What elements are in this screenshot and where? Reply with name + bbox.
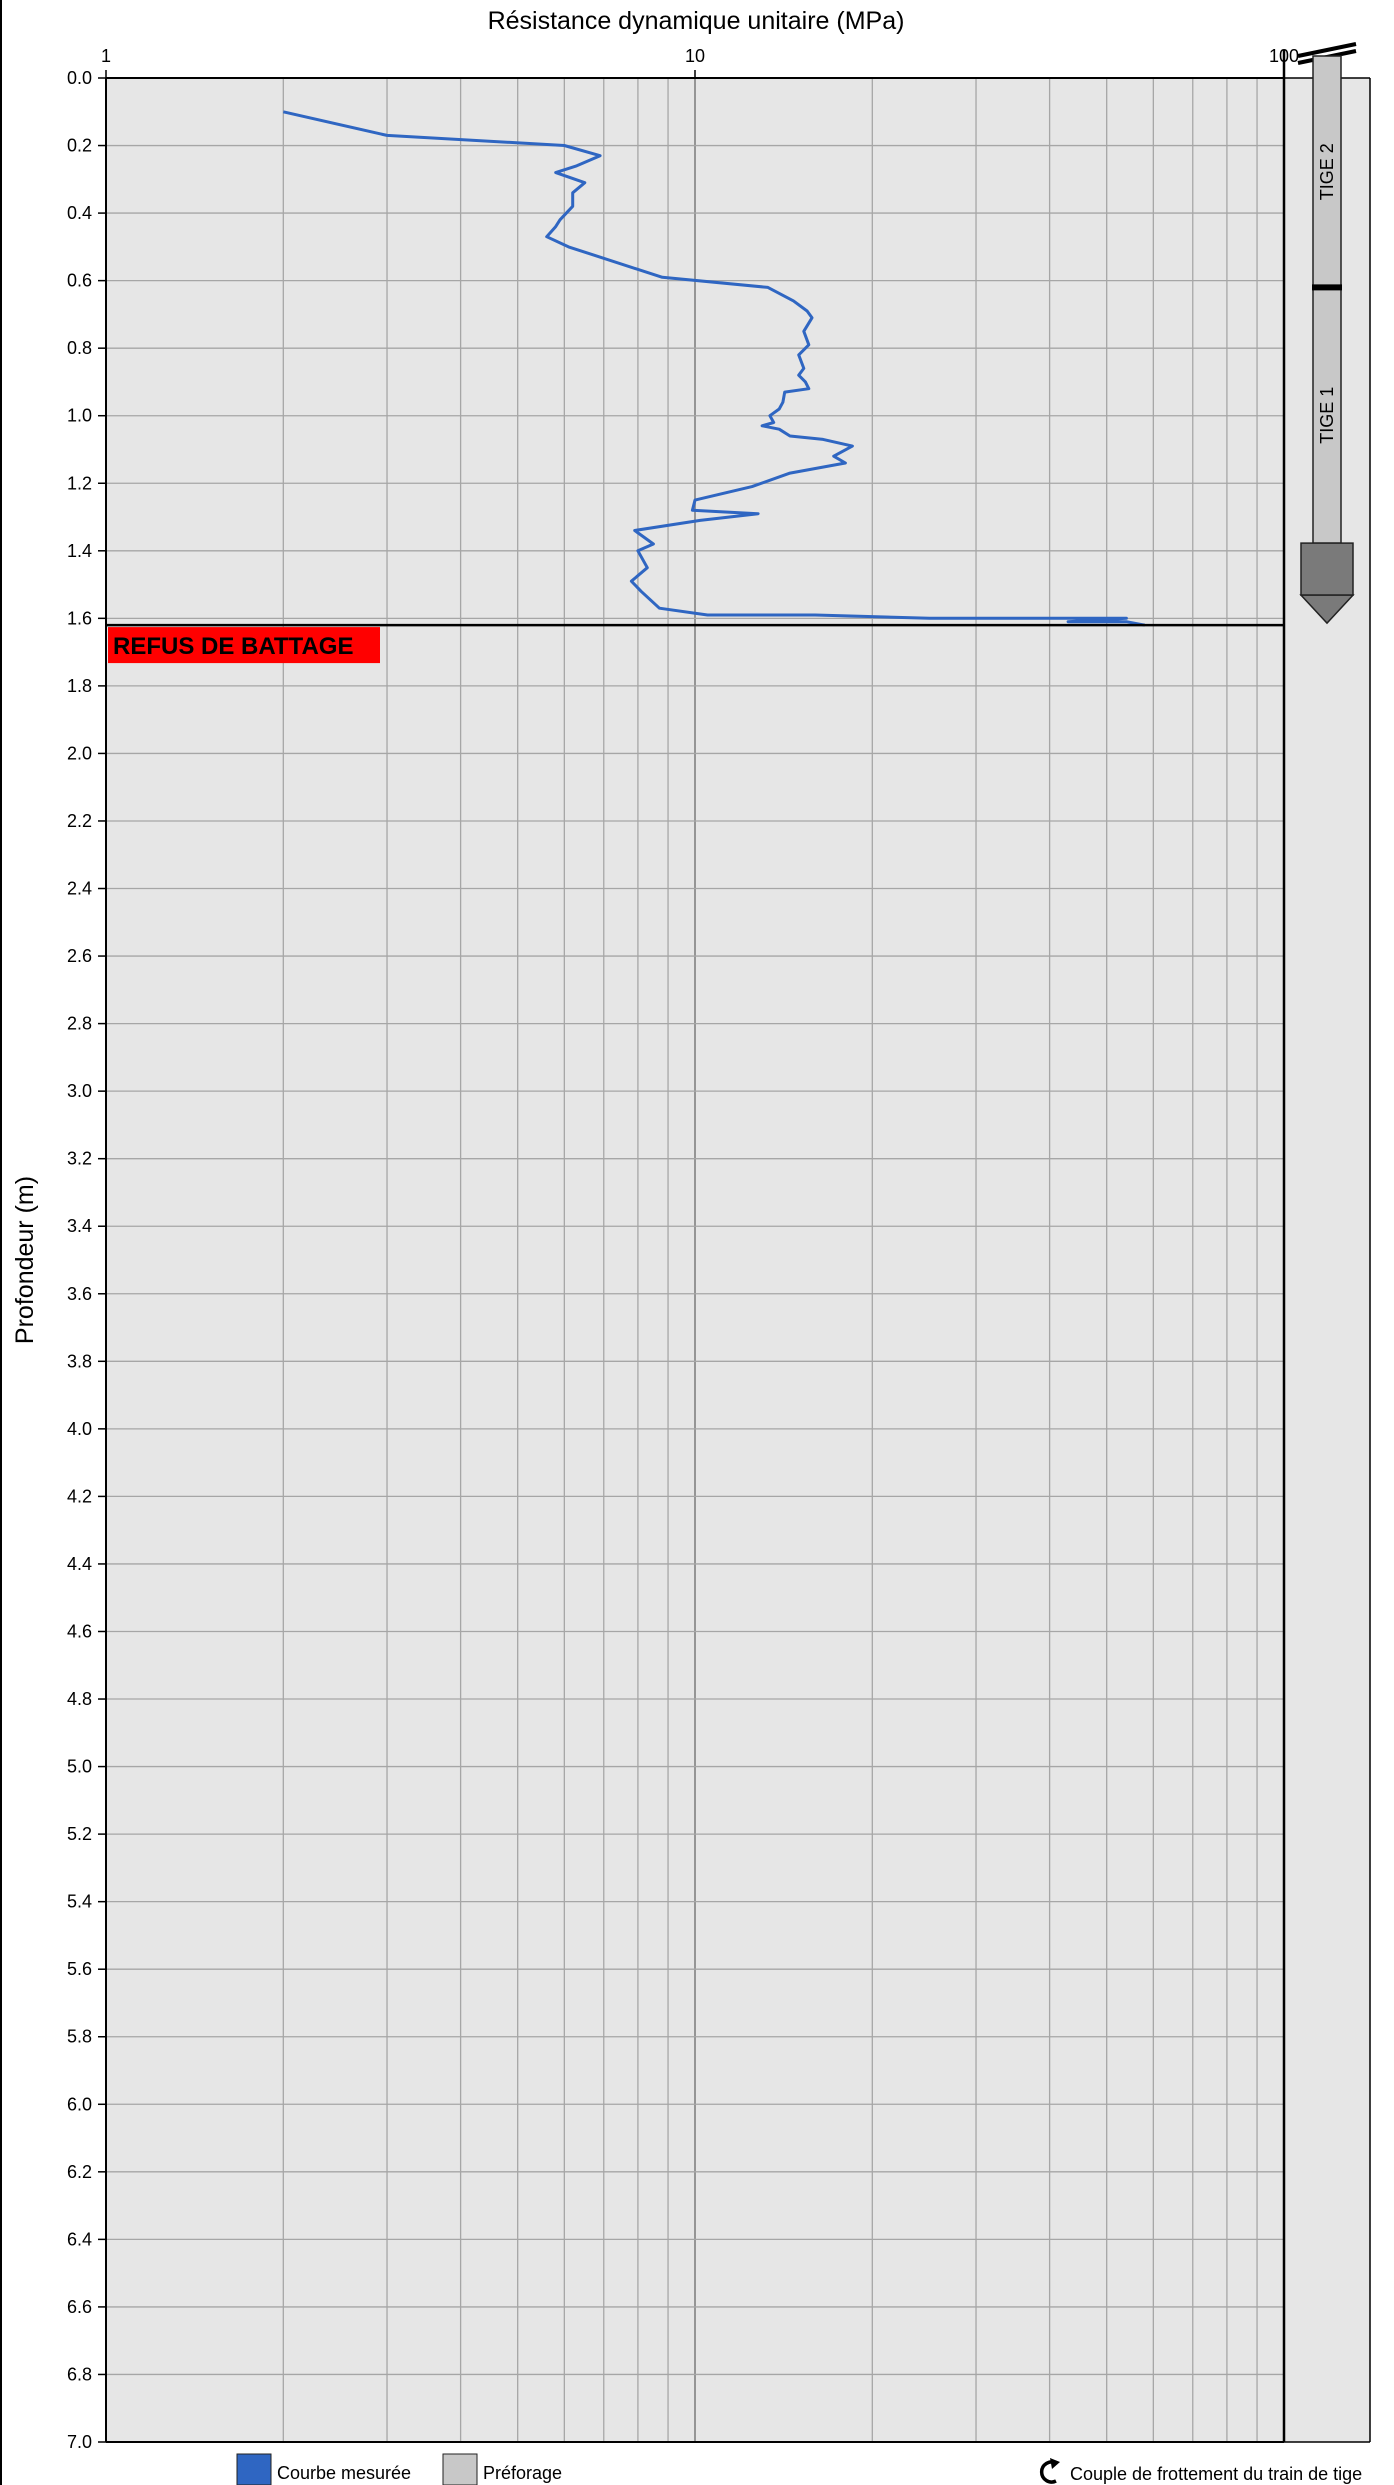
legend-label-courbe-mesuree: Courbe mesurée <box>277 2463 411 2483</box>
y-tick-label: 0.6 <box>67 271 92 291</box>
y-tick-label: 2.0 <box>67 743 92 763</box>
series-line-courbe-mesuree <box>282 110 1145 627</box>
refusal-label-box <box>108 627 380 664</box>
rod-string: TIGE 2 TIGE 1 <box>1297 42 1357 625</box>
y-tick-label: 4.4 <box>67 1554 92 1574</box>
rod-top-break-mark <box>1297 42 1357 58</box>
y-tick-label: 4.6 <box>67 1621 92 1641</box>
y-tick-label: 5.8 <box>67 2027 92 2047</box>
y-tick-label: 2.6 <box>67 946 92 966</box>
y-axis-title: Profondeur (m) <box>11 1176 39 1344</box>
refusal-label-text: REFUS DE BATTAGE <box>113 633 353 660</box>
rotation-arrow-head <box>1050 2458 1060 2469</box>
legend: Courbe mesurée Préforage Couple de frott… <box>236 2453 1362 2485</box>
y-tick-label: 3.6 <box>67 1284 92 1304</box>
y-tick-label: 2.2 <box>67 811 92 831</box>
y-tick-label: 2.8 <box>67 1014 92 1034</box>
y-tick-label: 1.6 <box>67 608 92 628</box>
y-tick-label: 7.0 <box>67 2432 92 2452</box>
y-tick-label: 6.4 <box>67 2229 92 2249</box>
y-tick-label: 5.6 <box>67 1959 92 1979</box>
rod-tige-1 <box>1312 286 1342 544</box>
chart-title: Résistance dynamique unitaire (MPa) <box>488 7 905 35</box>
y-tick-label: 0.0 <box>67 68 92 88</box>
y-tick-label: 3.0 <box>67 1081 92 1101</box>
rod-label-tige-2: TIGE 2 <box>1317 143 1337 200</box>
y-tick-label: 3.4 <box>67 1216 92 1236</box>
rod-joint <box>1312 284 1342 291</box>
rod-driving-head <box>1300 542 1354 596</box>
legend-swatch-preforage <box>442 2453 478 2485</box>
plot-frame <box>105 50 1371 2443</box>
y-tick-label: 6.2 <box>67 2162 92 2182</box>
x-axis-ticks: 110100 <box>101 46 1299 78</box>
y-tick-label: 5.4 <box>67 1892 92 1912</box>
y-axis-ticks: 0.0 0.2 0.4 0.6 0.8 1.0 1.2 1.4 1.6 1.8 2.0 2.2 2.4 2… <box>67 68 106 2452</box>
y-tick-label: 5.2 <box>67 1824 92 1844</box>
y-tick-label: 1.4 <box>67 541 92 561</box>
rod-tige-2 <box>1312 55 1342 289</box>
y-tick-label: 3.2 <box>67 1149 92 1169</box>
refusal-label: REFUS DE BATTAGE <box>108 627 380 664</box>
rod-label-tige-1: TIGE 1 <box>1317 387 1337 444</box>
x-tick-label: 1 <box>101 46 111 66</box>
y-tick-label: 6.8 <box>67 2364 92 2384</box>
grid-lines <box>106 77 1284 2443</box>
y-tick-label: 4.0 <box>67 1419 92 1439</box>
legend-swatch-courbe-mesuree <box>236 2453 272 2485</box>
y-tick-label: 4.2 <box>67 1486 92 1506</box>
y-tick-label: 0.2 <box>67 136 92 156</box>
y-tick-label: 2.4 <box>67 879 92 899</box>
y-tick-label: 1.8 <box>67 676 92 696</box>
y-tick-label: 0.4 <box>67 203 92 223</box>
y-tick-label: 3.8 <box>67 1351 92 1371</box>
y-tick-label: 5.0 <box>67 1757 92 1777</box>
y-tick-label: 0.8 <box>67 338 92 358</box>
x-tick-label: 10 <box>685 46 705 66</box>
y-tick-label: 4.8 <box>67 1689 92 1709</box>
rod-cone-tip <box>1299 594 1355 625</box>
y-tick-label: 6.6 <box>67 2297 92 2317</box>
y-tick-label: 1.2 <box>67 473 92 493</box>
y-tick-label: 1.0 <box>67 406 92 426</box>
legend-label-preforage: Préforage <box>483 2463 562 2483</box>
legend-label-couple-frottement: Couple de frottement du train de tige <box>1070 2464 1362 2484</box>
y-tick-label: 6.0 <box>67 2094 92 2114</box>
